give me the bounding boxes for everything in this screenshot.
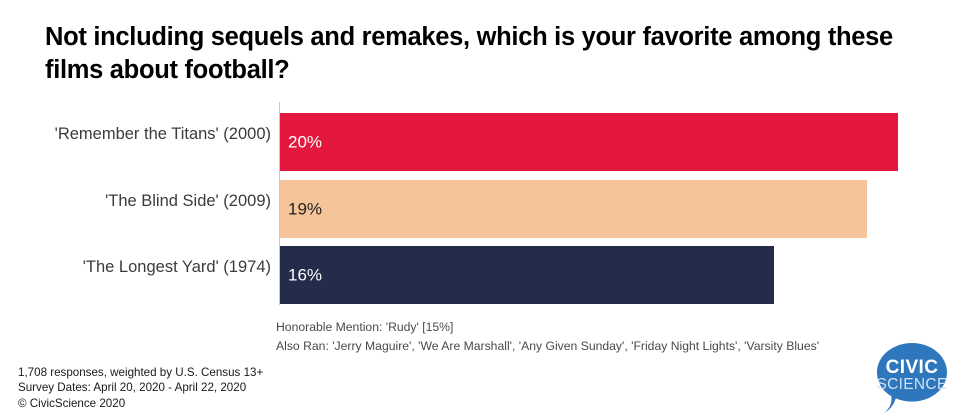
bar-the-longest-yard[interactable]: 16% <box>280 246 775 304</box>
speech-bubble-icon: CIVIC SCIENCE <box>876 343 947 413</box>
page-title-line-1: Not including sequels and remakes, which… <box>45 23 893 51</box>
bar-value-label: 19% <box>288 199 323 219</box>
svg-text:CIVIC: CIVIC <box>886 357 939 378</box>
civicscience-logo: CIVIC SCIENCE <box>871 341 953 415</box>
category-label-remember-the-titans: 'Remember the Titans' (2000) <box>54 125 271 143</box>
page-title-line-2: films about football? <box>45 56 290 85</box>
footnote-honorable-mention: Honorable Mention: 'Rudy' [15%] <box>276 320 454 334</box>
category-label-the-longest-yard: 'The Longest Yard' (1974) <box>82 258 271 276</box>
bar-row: 'The Longest Yard' (1974) 16% <box>0 236 967 304</box>
bar-value-label: 20% <box>288 132 323 152</box>
bar-remember-the-titans[interactable]: 20% <box>280 113 898 171</box>
bar-row: 'Remember the Titans' (2000) 20% <box>0 103 967 171</box>
source-copyright: © CivicScience 2020 <box>18 396 126 410</box>
svg-text:SCIENCE: SCIENCE <box>876 376 947 393</box>
bar-row: 'The Blind Side' (2009) 19% <box>0 170 967 238</box>
bar-the-blind-side[interactable]: 19% <box>280 180 867 238</box>
source-block: 1,708 responses, weighted by U.S. Census… <box>18 365 263 411</box>
bar-value-label: 16% <box>288 265 323 285</box>
bar-chart-plot-area: 'Remember the Titans' (2000) 20% 'The Bl… <box>0 100 967 305</box>
category-label-the-blind-side: 'The Blind Side' (2009) <box>105 192 271 210</box>
value-axis-line <box>279 102 280 305</box>
page-title: Not including sequels and remakes, which… <box>45 21 925 88</box>
chart-footnotes: Honorable Mention: 'Rudy' [15%] Also Ran… <box>276 318 819 356</box>
footnote-also-ran: Also Ran: 'Jerry Maguire', 'We Are Marsh… <box>276 338 820 353</box>
source-responses: 1,708 responses, weighted by U.S. Census… <box>18 366 264 379</box>
source-survey-dates: Survey Dates: April 20, 2020 - April 22,… <box>18 381 247 395</box>
